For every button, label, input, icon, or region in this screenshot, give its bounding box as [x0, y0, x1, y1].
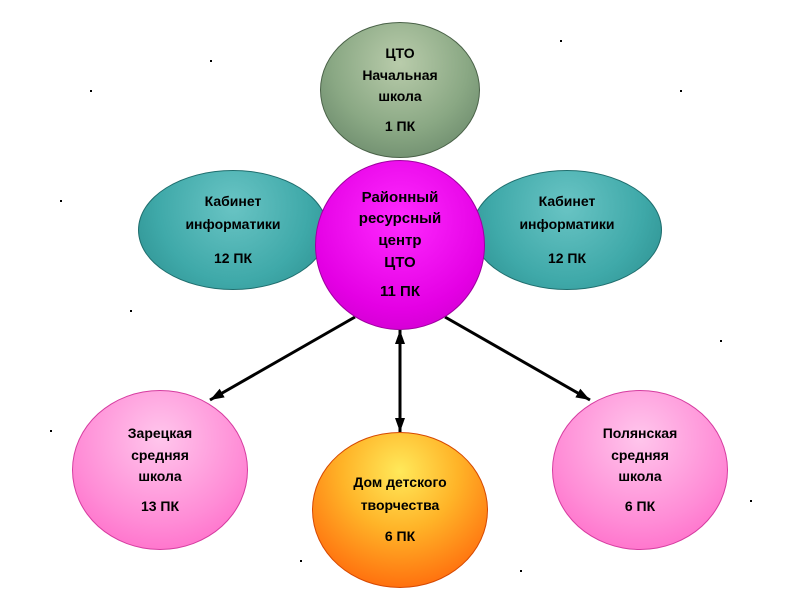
bg-dot	[750, 500, 752, 502]
node-top-line: ЦТО	[385, 45, 414, 63]
node-center: Районный ресурсный центр ЦТО 11 ПК	[315, 160, 485, 330]
node-right-mid-line: информатики	[519, 216, 614, 234]
bg-dot	[50, 430, 52, 432]
node-left-mid-line: 12 ПК	[214, 250, 252, 268]
node-bottom-right-line: Полянская	[603, 425, 678, 443]
node-bottom-left-line: 13 ПК	[141, 498, 179, 516]
node-bottom-center-line: Дом детского	[353, 474, 446, 492]
node-top-line: 1 ПК	[385, 118, 415, 136]
node-bottom-center-line: 6 ПК	[385, 528, 415, 546]
bg-dot	[130, 310, 132, 312]
node-left-mid: Кабинет информатики 12 ПК	[138, 170, 328, 290]
bg-dot	[210, 60, 212, 62]
bg-dot	[60, 200, 62, 202]
node-bottom-right-line: средняя	[611, 447, 669, 465]
node-right-mid: Кабинет информатики 12 ПК	[472, 170, 662, 290]
node-right-mid-line: 12 ПК	[548, 250, 586, 268]
node-bottom-center-line: творчества	[361, 497, 440, 515]
diagram-canvas: ЦТО Начальная школа 1 ПК Кабинет информатики…	[0, 0, 800, 600]
node-bottom-left-line: Зарецкая	[128, 425, 192, 443]
bg-dot	[300, 560, 302, 562]
node-left-mid-line: Кабинет	[205, 193, 262, 211]
node-bottom-left-line: средняя	[131, 447, 189, 465]
node-bottom-right: Полянская средняя школа 6 ПК	[552, 390, 728, 550]
bg-dot	[520, 570, 522, 572]
node-bottom-left: Зарецкая средняя школа 13 ПК	[72, 390, 248, 550]
node-right-mid-line: Кабинет	[539, 193, 596, 211]
node-center-line: 11 ПК	[380, 283, 420, 302]
node-center-line: Районный	[362, 189, 439, 208]
node-bottom-right-line: школа	[618, 468, 661, 486]
node-top-line: Начальная	[362, 67, 437, 85]
node-top-line: школа	[378, 88, 421, 106]
node-center-line: ЦТО	[384, 254, 415, 273]
node-center-line: центр	[378, 232, 421, 251]
node-bottom-center: Дом детского творчества 6 ПК	[312, 432, 488, 588]
node-center-line: ресурсный	[359, 210, 441, 229]
node-left-mid-line: информатики	[185, 216, 280, 234]
bg-dot	[680, 90, 682, 92]
bg-dot	[720, 340, 722, 342]
node-bottom-right-line: 6 ПК	[625, 498, 655, 516]
node-bottom-left-line: школа	[138, 468, 181, 486]
bg-dot	[560, 40, 562, 42]
bg-dot	[90, 90, 92, 92]
node-top: ЦТО Начальная школа 1 ПК	[320, 22, 480, 158]
